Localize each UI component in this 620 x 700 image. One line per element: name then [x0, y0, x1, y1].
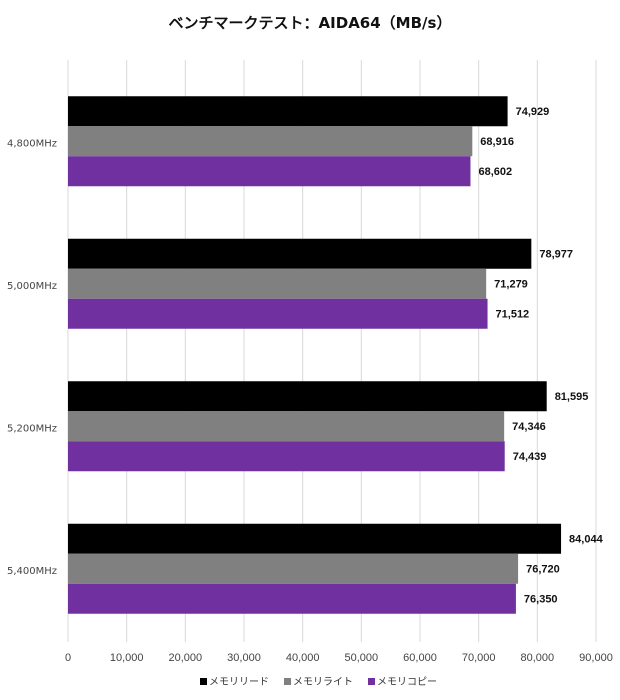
- x-tick-label: 60,000: [403, 652, 437, 664]
- x-tick-label: 0: [65, 652, 71, 664]
- legend-label: メモリリード: [209, 677, 269, 688]
- data-label: 76,350: [524, 594, 558, 606]
- x-tick-label: 10,000: [110, 652, 144, 664]
- data-label: 84,044: [569, 534, 604, 546]
- data-label: 74,929: [516, 106, 550, 118]
- bar: [68, 298, 488, 329]
- data-label: 71,512: [496, 309, 530, 321]
- data-label: 78,977: [539, 249, 573, 261]
- data-label: 74,439: [513, 451, 547, 463]
- category-label: 5,000MHz: [7, 281, 57, 292]
- bar: [68, 441, 505, 472]
- chart-title: ベンチマークテスト：AIDA64（MB/s）: [168, 14, 452, 32]
- bar: [68, 411, 505, 442]
- data-label: 81,595: [555, 391, 589, 403]
- legend-swatch: [284, 678, 291, 685]
- legend: メモリリード メモリライト メモリコピー: [200, 676, 437, 688]
- x-tick-label: 70,000: [462, 652, 496, 664]
- x-tick-label: 30,000: [227, 652, 261, 664]
- category-label: 4,800MHz: [7, 138, 57, 149]
- bar: [68, 553, 519, 584]
- data-label: 74,346: [512, 421, 546, 433]
- category-label: 5,200MHz: [7, 423, 57, 434]
- data-label: 71,279: [494, 279, 528, 291]
- bar: [68, 381, 547, 412]
- bar: [68, 156, 471, 187]
- x-tick-label: 80,000: [521, 652, 555, 664]
- x-tick-label: 50,000: [345, 652, 379, 664]
- x-tick-label: 90,000: [579, 652, 613, 664]
- category-axis: 4,800MHz 5,000MHz 5,200MHz 5,400MHz: [7, 138, 57, 577]
- bar: [68, 96, 508, 127]
- legend-label: メモリライト: [293, 676, 353, 688]
- legend-label: メモリコピー: [377, 676, 437, 688]
- category-label: 5,400MHz: [7, 566, 57, 577]
- bar: [68, 126, 473, 157]
- bar: [68, 523, 562, 554]
- bars: [68, 96, 562, 614]
- legend-swatch: [368, 678, 375, 685]
- data-label: 76,720: [526, 564, 560, 576]
- bar: [68, 268, 487, 299]
- data-label: 68,916: [480, 136, 514, 148]
- x-axis: 0 10,000 20,000 30,000 40,000 50,000 60,000 70,…: [65, 652, 613, 664]
- x-tick-label: 20,000: [169, 652, 203, 664]
- legend-swatch: [200, 678, 207, 685]
- bar: [68, 583, 516, 614]
- x-tick-label: 40,000: [286, 652, 320, 664]
- data-labels: 74,929 68,916 68,602 78,977 71,279 71,512 81,5…: [478, 106, 603, 606]
- bar: [68, 238, 532, 269]
- data-label: 68,602: [478, 166, 512, 178]
